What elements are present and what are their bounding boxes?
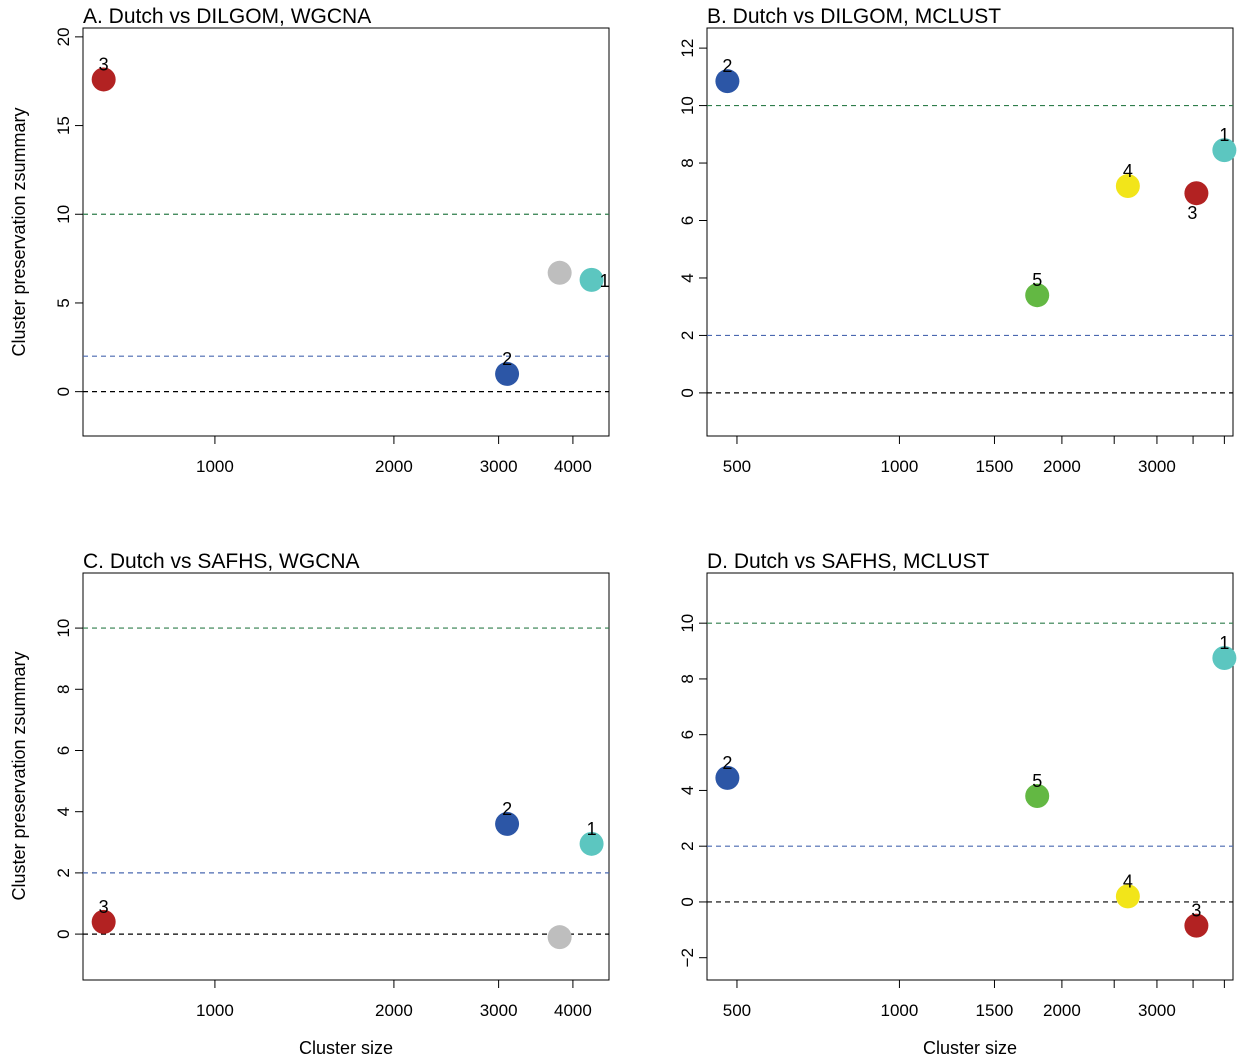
y-tick-label: 8 [678,158,697,167]
data-point [91,67,116,92]
y-tick-label: 0 [678,897,697,906]
point-label: 5 [1032,771,1042,791]
data-point [1212,138,1237,163]
y-tick-label: 8 [678,674,697,683]
x-tick-label: 2000 [375,1001,413,1020]
y-tick-label: 8 [54,685,73,694]
data-point [495,811,520,836]
y-tick-label: 15 [54,116,73,135]
point-label: 1 [600,271,610,291]
x-tick-label: 2000 [1043,457,1081,476]
data-point [1184,181,1209,206]
point-label: 3 [1187,203,1197,223]
data-point [1025,283,1050,308]
y-tick-label: 4 [678,273,697,282]
data-point [1115,174,1140,199]
y-axis-title: Cluster preservation zsummary [9,651,29,900]
x-tick-label: 2000 [1043,1001,1081,1020]
panel-a: A. Dutch vs DILGOM, WGCNA 1000 2000 3000 400… [54,5,610,476]
x-tick-label: 1500 [976,457,1014,476]
plot-frame [706,27,1234,437]
y-tick-label: 10 [678,96,697,115]
plot-frame [706,572,1234,981]
panel-title: B. Dutch vs DILGOM, MCLUST [707,5,1001,28]
y-tick-label: 6 [678,216,697,225]
panel-d: D. Dutch vs SAFHS, MCLUST 500 1000 1500 2000… [678,550,1237,1020]
point-label: 2 [502,349,512,369]
point-label: 3 [99,897,109,917]
y-tick-label: −2 [678,948,697,967]
point-label: 4 [1123,161,1133,181]
x-tick-label: 1500 [976,1001,1014,1020]
y-tick-label: 0 [54,929,73,938]
y-tick-label: 2 [678,841,697,850]
data-point [579,831,604,856]
x-axis-title: Cluster size [299,1038,393,1058]
y-tick-label: 2 [678,331,697,340]
x-tick-label: 3000 [480,457,518,476]
data-point [547,260,572,285]
x-tick-label: 3000 [1138,1001,1176,1020]
panel-title: C. Dutch vs SAFHS, WGCNA [83,550,360,573]
x-tick-label: 1000 [196,457,234,476]
x-tick-label: 1000 [196,1001,234,1020]
point-label: 2 [502,799,512,819]
data-point [495,361,520,386]
panel-title: D. Dutch vs SAFHS, MCLUST [707,550,990,573]
data-point [91,909,116,934]
data-point [579,267,604,292]
plot-frame [82,27,610,437]
point-label: 1 [587,819,597,839]
point-label: 2 [722,753,732,773]
data-point [1212,646,1237,671]
y-tick-label: 10 [54,205,73,224]
y-tick-label: 6 [54,746,73,755]
y-tick-label: 4 [54,807,73,816]
y-tick-label: 20 [54,27,73,46]
point-label: 3 [1191,901,1201,921]
point-label: 2 [722,56,732,76]
point-label: 1 [1219,125,1229,145]
y-tick-label: 6 [678,730,697,739]
point-label: 3 [99,54,109,74]
x-tick-label: 500 [723,457,751,476]
data-point [715,765,740,790]
y-tick-label: 12 [678,39,697,58]
y-tick-label: 5 [54,298,73,307]
point-label: 5 [1032,270,1042,290]
point-label: 1 [1219,633,1229,653]
y-tick-label: 0 [678,388,697,397]
x-tick-label: 2000 [375,457,413,476]
data-point [547,925,572,950]
panel-c: C. Dutch vs SAFHS, WGCNA 1000 2000 3000 4000… [54,550,610,1020]
x-tick-label: 3000 [480,1001,518,1020]
y-axis-title: Cluster preservation zsummary [9,107,29,356]
y-tick-label: 4 [678,786,697,795]
panel-b: B. Dutch vs DILGOM, MCLUST 500 1000 1500 200… [678,5,1237,476]
x-tick-label: 1000 [881,457,919,476]
data-point [1025,784,1050,809]
y-tick-label: 2 [54,868,73,877]
panel-title: A. Dutch vs DILGOM, WGCNA [83,5,371,28]
data-point [1115,884,1140,909]
x-tick-label: 1000 [881,1001,919,1020]
data-point [1184,913,1209,938]
x-tick-label: 500 [723,1001,751,1020]
x-tick-label: 4000 [554,457,592,476]
point-label: 4 [1123,871,1133,891]
data-point [715,69,740,94]
y-tick-label: 0 [54,387,73,396]
plot-frame [82,572,610,981]
x-axis-title: Cluster size [923,1038,1017,1058]
y-tick-label: 10 [678,614,697,633]
x-tick-label: 3000 [1138,457,1176,476]
x-tick-label: 4000 [554,1001,592,1020]
y-tick-label: 10 [54,619,73,638]
